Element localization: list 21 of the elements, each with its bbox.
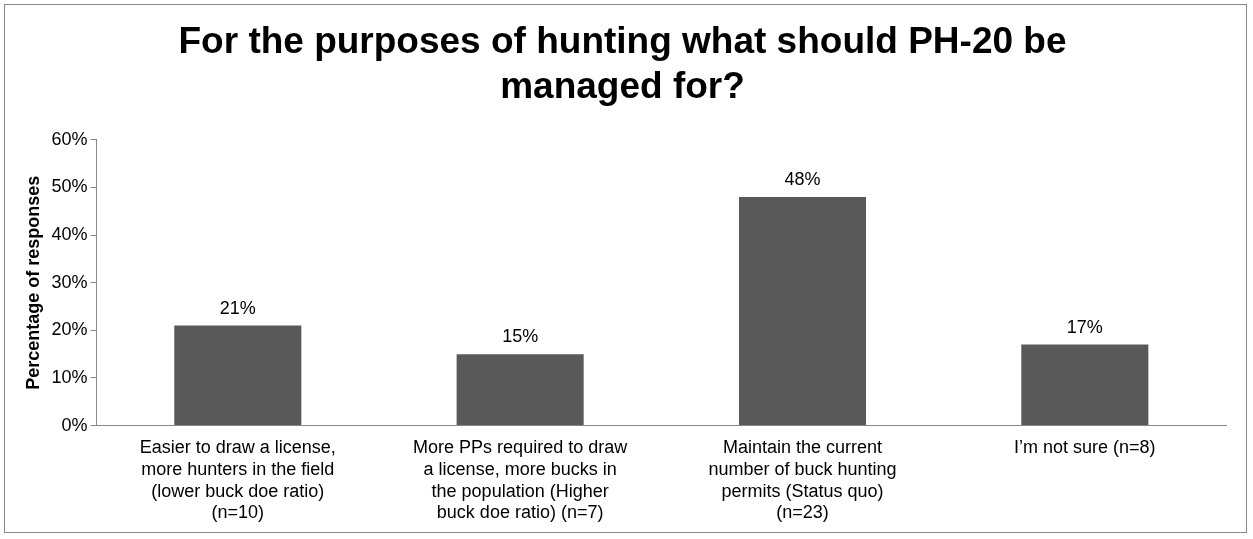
y-axis-title: Percentage of responses	[22, 175, 43, 390]
bar	[456, 354, 584, 426]
y-tick-label: 50%	[51, 176, 88, 197]
y-tick-label: 40%	[51, 224, 88, 245]
x-tick-label: I’m not sure (n=8)	[1014, 437, 1156, 458]
y-tick-label: 10%	[51, 366, 88, 387]
y-tick-label: 0%	[61, 414, 88, 435]
data-label: 17%	[1066, 316, 1103, 337]
bar	[1021, 344, 1149, 426]
bar	[174, 325, 302, 426]
y-tick-label: 20%	[51, 319, 88, 340]
data-label: 21%	[219, 297, 256, 318]
x-tick-label: Easier to draw a license, more hunters in the field (lower buck doe ratio) (n=10)	[139, 437, 336, 523]
chart-title: For the purposes of hunting what should PH-20 be managed for?	[178, 20, 1067, 106]
bar	[738, 196, 867, 426]
data-label: 15%	[502, 326, 539, 347]
x-tick-label: Maintain the current number of buck hunting permits (Status quo) (n=23)	[708, 437, 897, 523]
data-label: 48%	[784, 168, 821, 189]
x-tick-label: More PPs required to draw a license, more bucks in the population (Higher buck doe ratio) (n=7)	[413, 437, 629, 523]
y-tick-label: 60%	[51, 128, 88, 149]
y-tick-label: 30%	[51, 271, 88, 292]
